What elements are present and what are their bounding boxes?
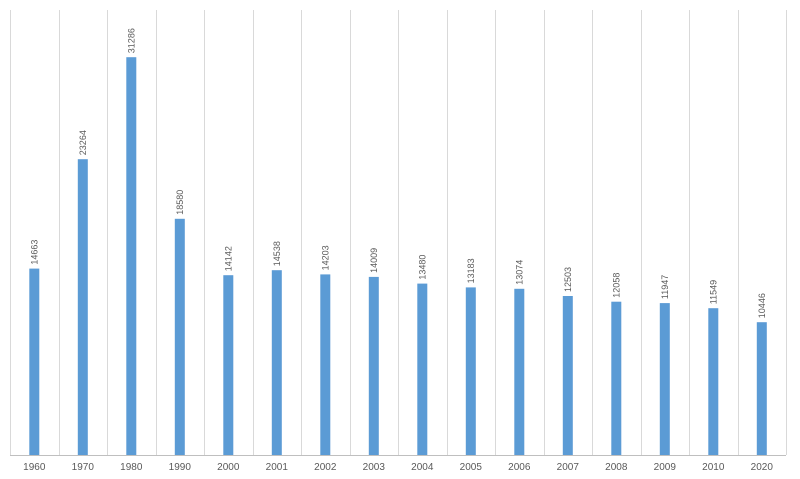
data-label-2020: 10446 [757,293,767,318]
data-label-2007: 12503 [563,267,573,292]
bar-1970 [77,159,88,455]
data-label-2003: 14009 [369,248,379,273]
x-tick-label-2005: 2005 [460,462,483,473]
bar-layer [29,57,767,455]
bar-2020 [756,322,767,455]
x-tick-label-2000: 2000 [217,462,240,473]
x-tick-label-2004: 2004 [411,462,434,473]
x-tick-label-2003: 2003 [363,462,386,473]
data-label-1970: 23264 [78,130,88,155]
data-label-layer: 14663 23264 31286 18580 14142 14538 14203 14009… [29,28,767,318]
x-tick-label-2007: 2007 [557,462,580,473]
data-label-2005: 13183 [466,258,476,283]
x-tick-label-1980: 1980 [120,462,143,473]
x-tick-label-1970: 1970 [72,462,95,473]
x-tick-label-2001: 2001 [266,462,289,473]
x-tick-label-2009: 2009 [654,462,677,473]
x-tick-label-2020: 2020 [751,462,774,473]
bar-2001 [271,270,282,455]
grid-layer [10,10,787,455]
bar-2004 [417,283,428,455]
x-tick-layer: 1960 1970 1980 1990 2000 2001 2002 2003 2004 2005… [23,462,773,473]
x-tick-label-1990: 1990 [169,462,192,473]
data-label-2006: 13074 [514,260,524,285]
x-tick-label-1960: 1960 [23,462,46,473]
bar-2008 [611,301,622,455]
bar-1960 [29,268,40,455]
data-label-1960: 14663 [29,240,39,265]
data-label-2002: 14203 [320,245,330,270]
bar-2002 [320,274,331,455]
x-tick-label-2006: 2006 [508,462,531,473]
data-label-2008: 12058 [611,273,621,298]
data-label-2000: 14142 [223,246,233,271]
x-tick-label-2010: 2010 [702,462,725,473]
bar-2006 [514,288,525,455]
bar-1980 [126,57,137,455]
data-label-2009: 11947 [660,275,670,299]
data-label-1980: 31286 [126,28,136,53]
data-label-2010: 11549 [708,280,718,304]
bar-2009 [659,303,670,455]
data-label-2001: 14538 [272,241,282,266]
x-tick-label-2008: 2008 [605,462,628,473]
bar-1990 [174,218,185,455]
bar-2003 [368,276,379,455]
x-tick-label-2002: 2002 [314,462,337,473]
bar-2005 [465,287,476,455]
bar-2007 [562,296,573,455]
data-label-2004: 13480 [417,255,427,280]
bar-2000 [223,275,234,455]
bar-2010 [708,308,719,455]
data-label-1990: 18580 [175,190,185,215]
